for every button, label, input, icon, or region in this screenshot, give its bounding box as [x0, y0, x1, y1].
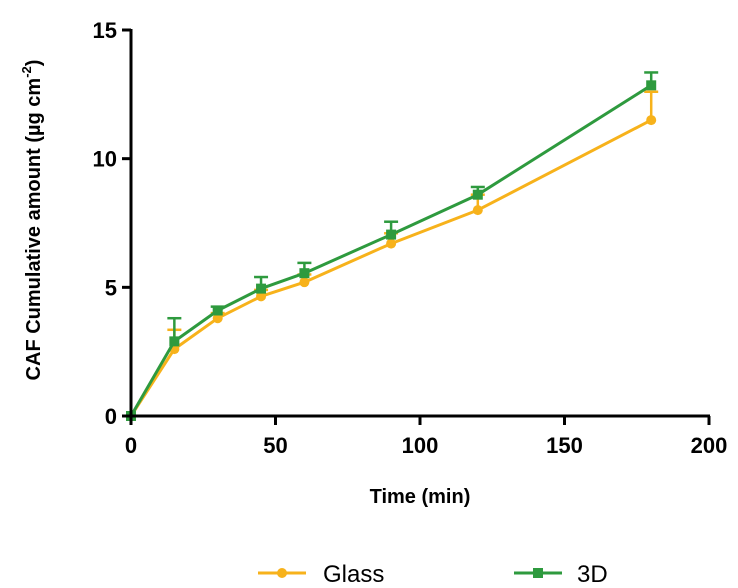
x-tick-label: 0 [125, 433, 137, 458]
series-line-glass [129, 118, 652, 417]
legend-glass-marker [277, 568, 287, 578]
y-axis-title-close: ) [23, 60, 45, 67]
y-tick-label: 15 [93, 18, 117, 43]
data-point-3d [299, 268, 310, 279]
x-tick-label: 50 [263, 433, 287, 458]
data-point-3d [386, 229, 397, 240]
data-point-glass [212, 313, 223, 324]
legend-3d-marker [533, 568, 543, 578]
series-line-3d [129, 84, 653, 417]
y-tick-label: 5 [105, 275, 117, 300]
data-point-3d [212, 305, 223, 316]
data-point-3d [256, 283, 267, 294]
data-point-glass [472, 205, 483, 216]
legend: Glass 3D [258, 561, 608, 588]
series-glass [126, 90, 659, 421]
data-point-glass [386, 238, 397, 249]
x-tick-label: 200 [691, 433, 728, 458]
y-tick-label: 0 [105, 404, 117, 429]
x-tick-label: 100 [402, 433, 439, 458]
y-axis-title-main: CAF Cumulative amount (µg cm [23, 78, 45, 381]
data-point-glass [256, 291, 267, 302]
y-axis-title-superscript: -2 [19, 66, 34, 78]
axes: 0 50 100 150 200 0 5 10 15 [93, 18, 728, 458]
plot-area [126, 71, 659, 421]
data-point-3d [169, 336, 180, 347]
legend-3d-label: 3D [577, 561, 608, 588]
legend-item-glass: Glass [258, 561, 384, 588]
x-axis-title: Time (min) [370, 486, 471, 508]
y-tick-label: 10 [93, 147, 117, 172]
data-point-glass [646, 115, 657, 126]
legend-glass-label: Glass [323, 561, 384, 588]
x-tick-label: 150 [546, 433, 583, 458]
y-axis-title: CAF Cumulative amount (µg cm-2) [19, 60, 45, 381]
data-point-3d [472, 189, 483, 200]
data-point-3d [646, 80, 657, 91]
data-point-glass [299, 277, 310, 288]
legend-item-3d: 3D [514, 561, 608, 588]
